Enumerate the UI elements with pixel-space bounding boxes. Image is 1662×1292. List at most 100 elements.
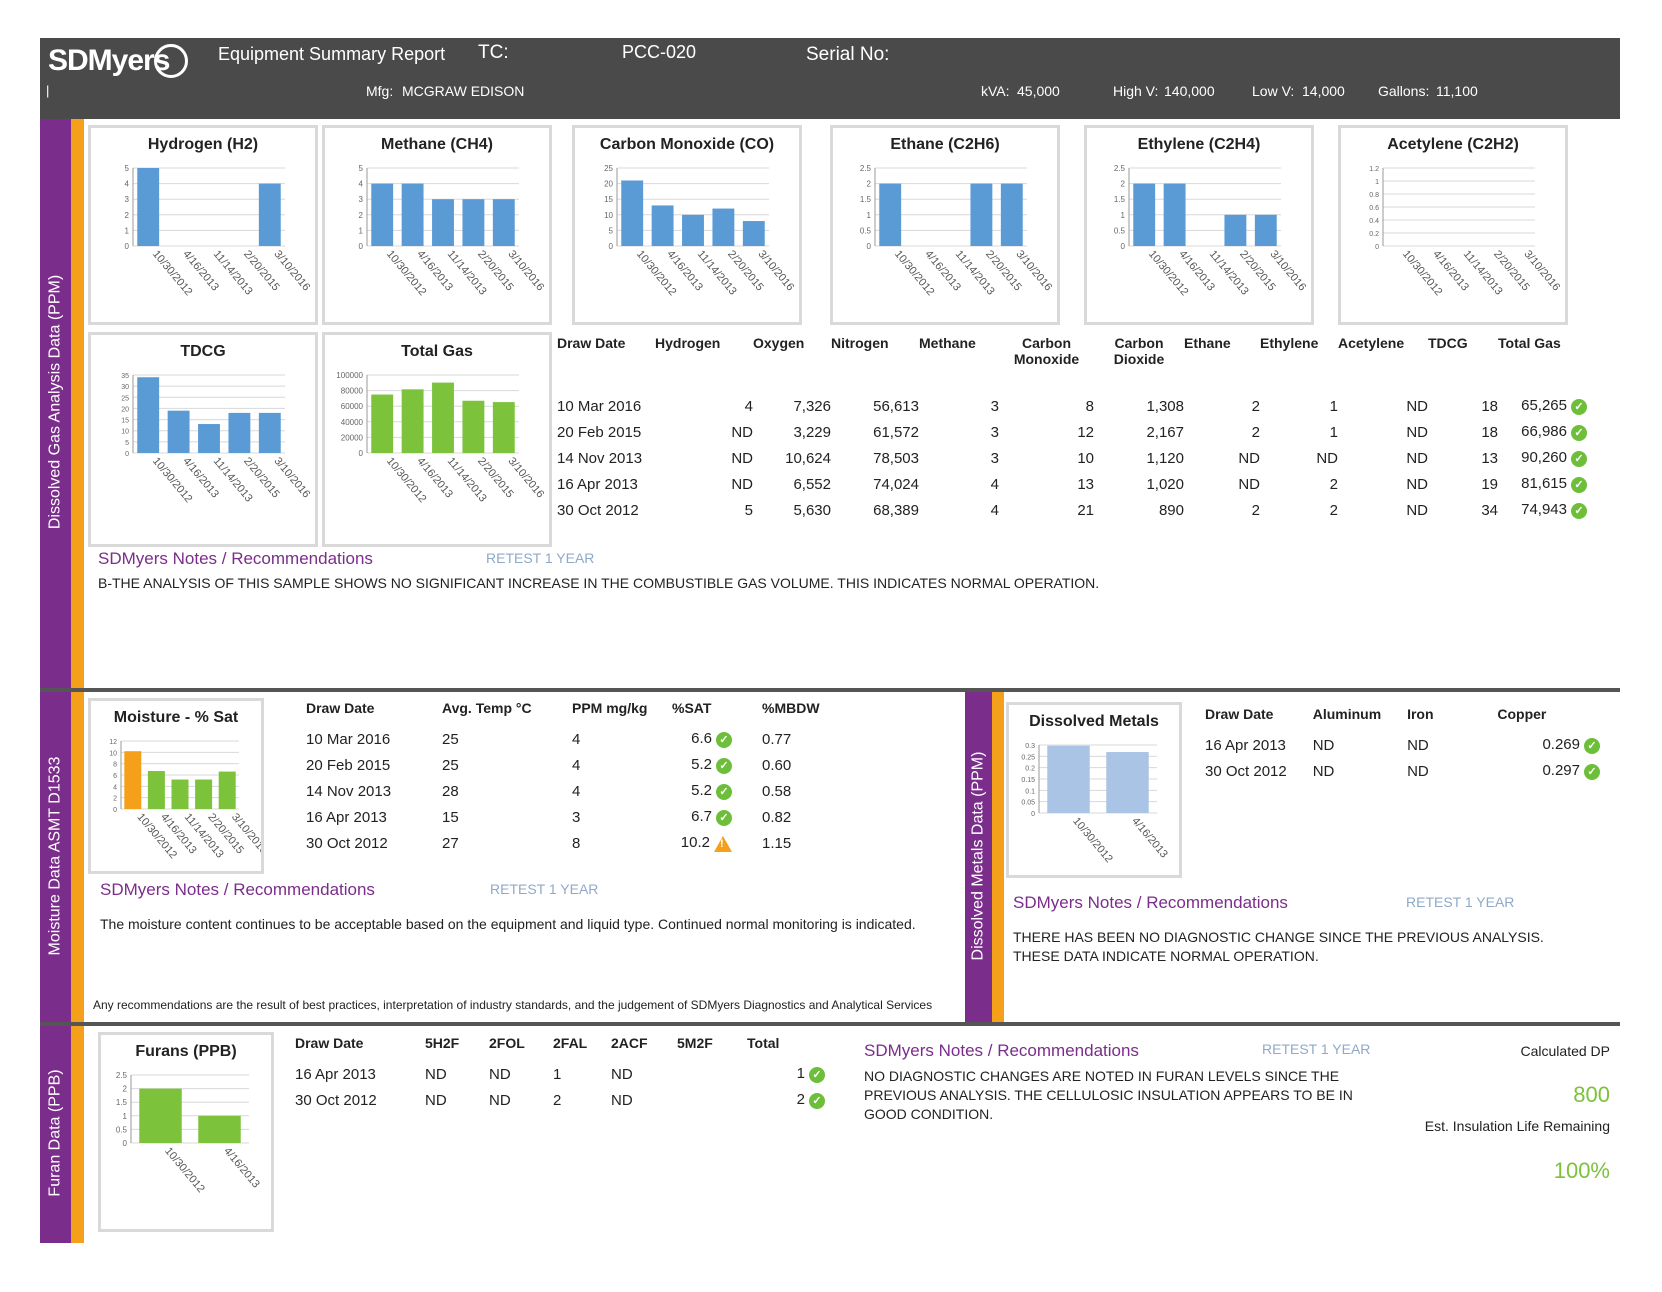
- y-tick-label: 0.2: [1025, 766, 1035, 773]
- check-ok-icon: ✓: [1571, 424, 1587, 441]
- chart-bar: [1047, 745, 1090, 813]
- lowv-value: 14,000: [1302, 83, 1345, 99]
- y-tick-label: 3: [125, 195, 130, 204]
- table-cell: 12: [1077, 423, 1094, 441]
- y-tick-label: 10: [604, 211, 613, 220]
- furan-header-5m2f: 5M2F: [677, 1035, 713, 1051]
- x-tick-label: 10/30/2012: [1070, 815, 1115, 865]
- chart-bar: [1133, 183, 1156, 246]
- moisture-sidebar: Moisture Data ASMT D1533: [40, 692, 71, 1022]
- dga-accent-bar: [71, 119, 84, 688]
- table-cell: 5: [744, 501, 753, 519]
- table-cell: 2,167: [1146, 423, 1184, 441]
- furan-header-2fol: 2FOL: [489, 1035, 525, 1051]
- dga-header-nitrogen: Nitrogen: [831, 335, 889, 351]
- check-ok-icon: ✓: [1571, 450, 1587, 467]
- y-tick-label: 5: [125, 440, 129, 447]
- y-tick-label: 3: [359, 195, 364, 204]
- table-cell: 16 Apr 2013: [295, 1065, 376, 1083]
- y-tick-label: 0: [609, 242, 614, 251]
- y-tick-label: 0.5: [860, 226, 872, 235]
- table-cell: ND: [731, 449, 753, 467]
- chart-bar: [401, 183, 424, 246]
- table-row: 14 Nov 2013 ND 10,624 78,503 3 10 1,120 ND ND ND 1…: [557, 445, 1587, 471]
- mfg-label: Mfg:: [366, 83, 394, 99]
- moisture-disclaimer: Any recommendations are the result of be…: [93, 998, 933, 1012]
- dga-header-carbon-dioxide: Carbon Dioxide: [1113, 335, 1165, 367]
- y-tick-label: 0: [1375, 244, 1379, 251]
- y-tick-label: 0.5: [1114, 226, 1126, 235]
- table-cell: 3,229: [793, 423, 831, 441]
- table-cell: ND: [425, 1091, 447, 1109]
- table-cell: ND: [1312, 762, 1335, 780]
- table-cell: 0.58: [762, 782, 792, 800]
- table-cell: 10 Mar 2016: [557, 397, 642, 415]
- y-tick-label: 0.05: [1021, 800, 1035, 807]
- y-tick-label: 0: [359, 242, 364, 251]
- chart-bar: [621, 180, 644, 246]
- table-cell: 7,326: [793, 397, 831, 415]
- y-tick-label: 10: [121, 429, 129, 436]
- chart-bar: [492, 199, 515, 246]
- check-ok-icon: ✓: [1571, 476, 1587, 493]
- table-cell: 8: [1085, 397, 1094, 415]
- chart-bar: [198, 1115, 241, 1143]
- kva-value: 45,000: [1017, 83, 1060, 99]
- y-tick-label: 2.5: [1114, 164, 1126, 173]
- y-tick-label: 2: [359, 211, 364, 220]
- table-cell: 0.60: [762, 756, 792, 774]
- y-tick-label: 25: [121, 395, 129, 402]
- table-cell: ND: [1312, 736, 1335, 754]
- table-cell: 25: [442, 756, 459, 774]
- chart-bar: [401, 389, 424, 453]
- dga-sidebar: Dissolved Gas Analysis Data (PPM): [40, 119, 71, 688]
- table-cell: ND: [611, 1065, 633, 1083]
- table-row: 20 Feb 2015 ND 3,229 61,572 3 12 2,167 2 1 ND 18 66…: [557, 419, 1587, 445]
- moisture-retest: RETEST 1 YEAR: [490, 881, 599, 897]
- tc-label: TC:: [478, 42, 509, 63]
- moisture-header-draw-date: Draw Date: [306, 700, 375, 716]
- metals-header-aluminum: Aluminum: [1312, 706, 1382, 722]
- table-cell: [677, 1087, 747, 1113]
- dga-header-hydrogen: Hydrogen: [655, 335, 721, 351]
- chart-title: TDCG: [180, 343, 226, 360]
- y-tick-label: 10: [109, 750, 117, 757]
- table-cell: ND: [1407, 736, 1429, 754]
- table-cell: 30 Oct 2012: [295, 1091, 377, 1109]
- y-tick-label: 100000: [336, 371, 363, 380]
- chart-bar: [1224, 214, 1247, 246]
- y-tick-label: 2: [123, 1085, 128, 1094]
- table-cell: 34: [1481, 501, 1498, 519]
- y-tick-label: 8: [113, 762, 117, 769]
- y-tick-label: 5: [125, 164, 130, 173]
- table-cell: [677, 1061, 747, 1087]
- chart-bar: [879, 183, 902, 246]
- table-cell: 1.15: [762, 834, 792, 852]
- dga-header-carbon-monoxide: Carbon Monoxide: [1013, 335, 1080, 367]
- table-cell: 10: [1077, 449, 1094, 467]
- moisture-side-label: Moisture Data ASMT D1533: [46, 756, 64, 956]
- furan-sidebar: Furan Data (PPB): [40, 1026, 71, 1243]
- y-tick-label: 80000: [341, 387, 364, 396]
- kva-label: kVA:: [981, 83, 1010, 99]
- y-tick-label: 5: [359, 164, 364, 173]
- table-cell: 10.2!: [672, 830, 762, 856]
- y-tick-label: 15: [604, 195, 613, 204]
- chart-bar: [742, 221, 765, 246]
- chart-bar: [462, 199, 485, 246]
- chart-bar: [712, 208, 735, 246]
- table-cell: 1,020: [1146, 475, 1184, 493]
- table-row: 20 Feb 2015 25 4 5.2 ✓ 0.60: [306, 752, 846, 778]
- metals-header-draw-date: Draw Date: [1205, 706, 1274, 722]
- dga-notes-heading: SDMyers Notes / Recommendations: [98, 549, 373, 568]
- metals-table: Draw Date Aluminum Iron Copper 16 Apr 20…: [1205, 706, 1600, 784]
- chart-total-gas: Total Gas 0 20000 40000 60000 80000 100000 10/3…: [322, 332, 552, 547]
- insulation-life-label: Est. Insulation Life Remaining: [1424, 1118, 1610, 1134]
- moisture-accent-bar: [71, 692, 84, 1022]
- chart-bar: [139, 1088, 182, 1143]
- table-row: 30 Oct 2012 5 5,630 68,389 4 21 890 2 2 ND 34 74,94…: [557, 497, 1587, 523]
- table-cell: 13: [1481, 449, 1498, 467]
- table-cell: 1,308: [1146, 397, 1184, 415]
- table-cell: 2: [553, 1091, 562, 1109]
- table-cell: 0.297 ✓: [1497, 758, 1600, 784]
